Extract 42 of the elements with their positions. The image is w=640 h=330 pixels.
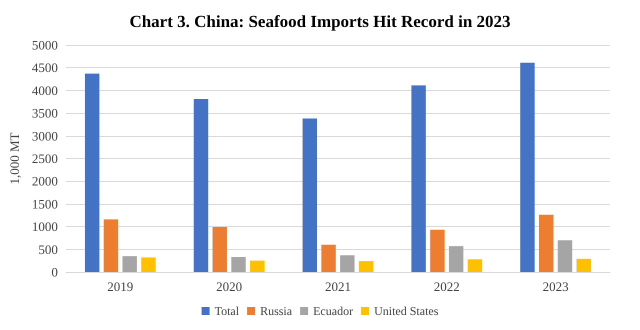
bar [468, 259, 482, 272]
bar [358, 261, 374, 272]
bar [411, 85, 426, 272]
bar [520, 62, 535, 272]
bar [538, 214, 554, 272]
x-tick-label: 2019 [107, 279, 134, 294]
bar [250, 260, 264, 272]
bar [194, 99, 208, 272]
bar [212, 227, 227, 272]
legend-label: Ecuador [313, 304, 354, 318]
x-tick-label: 2021 [324, 279, 351, 294]
y-tick-label: 0 [51, 264, 58, 280]
bar [104, 219, 118, 272]
bar [321, 244, 336, 272]
y-tick-label: 2000 [32, 174, 58, 189]
y-tick-label: 1500 [32, 196, 58, 212]
bar [558, 240, 572, 272]
bar [141, 257, 156, 272]
y-tick-label: 2500 [32, 151, 58, 166]
x-tick-label: 2023 [542, 279, 569, 294]
bar [430, 230, 445, 272]
bar [231, 257, 246, 272]
bar [122, 256, 137, 272]
bar [448, 246, 464, 272]
bar [340, 255, 355, 272]
y-tick-label: 1000 [32, 219, 58, 234]
bar [576, 258, 591, 272]
y-tick-label: 5000 [32, 38, 58, 52]
y-tick-label: 4500 [32, 60, 58, 76]
x-tick-label: 2022 [434, 279, 460, 294]
y-tick-label: 3500 [32, 106, 58, 121]
y-tick-label: 4000 [32, 82, 58, 98]
legend-label: Russia [260, 304, 293, 318]
legend-label: Total [214, 304, 240, 318]
y-tick-label: 500 [38, 242, 58, 257]
y-axis-title: 1,000 MT [7, 132, 22, 184]
bar [84, 74, 100, 272]
bar [302, 118, 318, 272]
x-tick-label: 2020 [216, 279, 242, 294]
y-tick-label: 3000 [32, 128, 58, 144]
legend-label: United States [374, 304, 439, 318]
chart-title: Chart 3. China: Seafood Imports Hit Record in 2023 [129, 12, 511, 31]
